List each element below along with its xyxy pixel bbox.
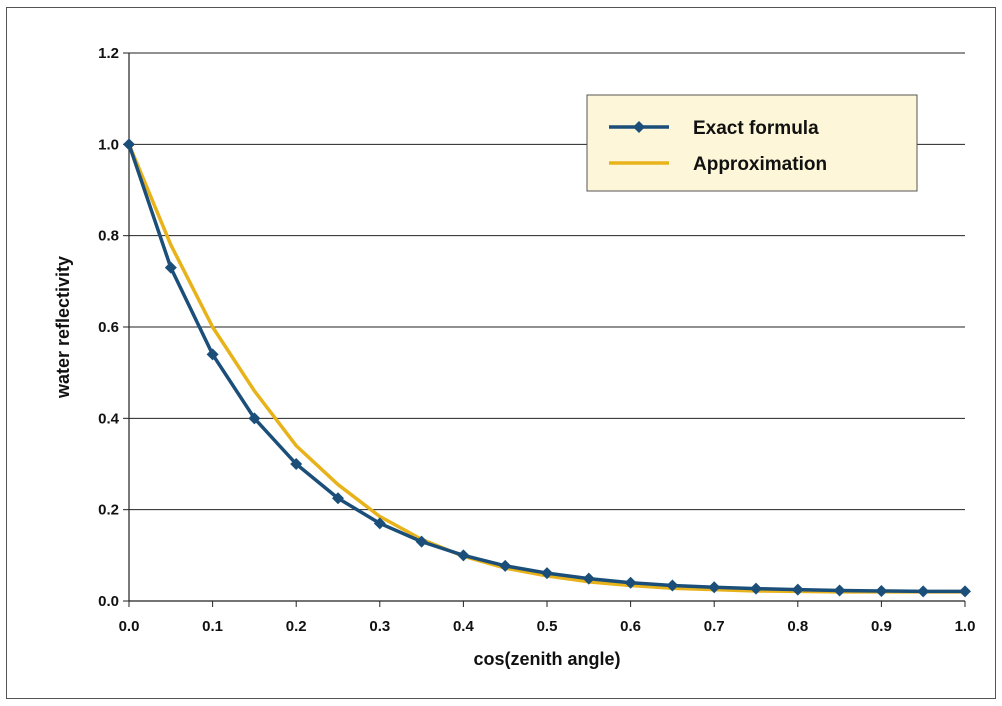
x-tick-label: 0.0 — [119, 618, 140, 635]
legend-entry: Approximation — [609, 154, 827, 175]
data-point — [833, 584, 846, 597]
data-point — [164, 261, 177, 274]
x-tick-label: 0.7 — [704, 618, 725, 635]
data-point — [917, 585, 930, 598]
x-tick-label: 0.8 — [787, 618, 808, 635]
data-point — [290, 458, 303, 470]
legend-marker — [633, 121, 645, 133]
data-point — [875, 584, 888, 597]
data-point — [499, 559, 512, 572]
y-tick-label: 1.0 — [98, 136, 119, 153]
legend-entry: Exact formula — [609, 118, 819, 139]
y-axis-ticks: 0.0 0.2 0.4 0.6 0.8 1.0 1.2 — [98, 45, 129, 610]
y-tick-label: 0.0 — [98, 593, 119, 610]
gridlines — [129, 52, 965, 511]
x-tick-label: 0.1 — [202, 618, 223, 635]
x-tick-label: 0.3 — [369, 618, 390, 635]
legend-label: Approximation — [693, 154, 827, 175]
chart-frame: 0.0 0.2 0.4 0.6 0.8 1.0 1.2 0.0 0.1 0.2 0.3 0.4 0.5… — [6, 7, 996, 699]
y-axis-title: water reflectivity — [53, 256, 73, 399]
x-tick-label: 0.2 — [286, 618, 307, 635]
data-point — [708, 581, 721, 594]
data-point — [791, 583, 804, 596]
line-chart: 0.0 0.2 0.4 0.6 0.8 1.0 1.2 0.0 0.1 0.2 0.3 0.4 0.5… — [53, 45, 976, 669]
data-point — [332, 492, 344, 505]
data-point — [624, 576, 637, 589]
data-point — [457, 549, 470, 562]
data-point — [206, 348, 219, 361]
series-exact-formula — [123, 138, 971, 598]
data-point — [750, 582, 762, 595]
x-axis-ticks: 0.0 0.1 0.2 0.3 0.4 0.5 0.6 0.7 0.8 0.9 1.0 — [119, 601, 976, 635]
data-point — [248, 412, 261, 425]
data-point — [666, 579, 679, 592]
data-point — [123, 138, 135, 151]
data-point — [582, 572, 595, 585]
series-approximation — [127, 143, 965, 594]
x-axis-title: cos(zenith angle) — [473, 649, 620, 669]
data-point — [415, 535, 428, 548]
x-tick-label: 0.4 — [453, 618, 475, 635]
x-tick-label: 0.9 — [871, 618, 892, 635]
legend-label: Exact formula — [693, 118, 819, 139]
legend-entries: Exact formula Approximation — [609, 118, 827, 175]
y-tick-label: 0.6 — [98, 319, 119, 336]
plot-series — [123, 138, 971, 598]
data-point — [373, 517, 386, 530]
series-line — [127, 143, 965, 594]
legend-box — [586, 94, 918, 192]
legend: Exact formula Approximation — [586, 94, 918, 192]
data-point — [541, 567, 553, 580]
data-point — [959, 585, 971, 598]
y-tick-label: 0.8 — [98, 228, 119, 245]
x-tick-label: 1.0 — [955, 618, 976, 635]
y-tick-label: 0.4 — [98, 410, 120, 427]
x-tick-label: 0.6 — [620, 618, 641, 635]
y-tick-label: 0.2 — [98, 502, 119, 519]
y-tick-label: 1.2 — [98, 45, 119, 62]
series-line — [127, 143, 965, 594]
x-tick-label: 0.5 — [537, 618, 558, 635]
